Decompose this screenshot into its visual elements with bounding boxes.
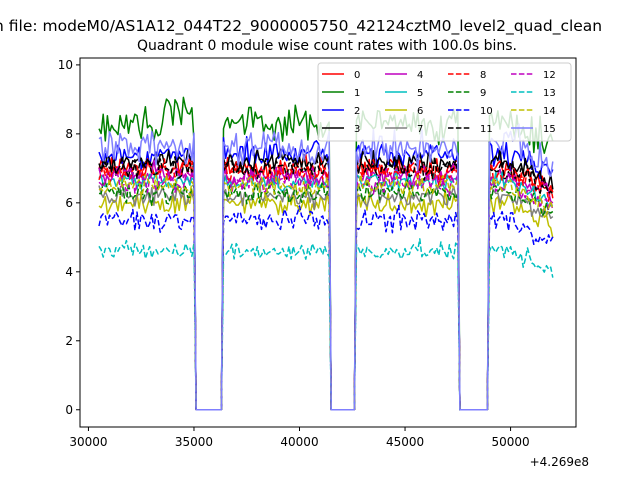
legend-label-12: 12 bbox=[543, 70, 556, 81]
series-line-14 bbox=[98, 174, 554, 411]
x-axis-ticks: 30000 35000 40000 45000 50000 bbox=[69, 427, 530, 449]
legend-label-15: 15 bbox=[543, 124, 556, 135]
plot-frame bbox=[79, 57, 577, 428]
y-tick-label: 2 bbox=[65, 334, 73, 348]
legend-label-10: 10 bbox=[480, 106, 493, 117]
legend-label-8: 8 bbox=[480, 70, 486, 81]
y-tick-label: 10 bbox=[58, 58, 73, 72]
legend-label-1: 1 bbox=[354, 88, 360, 99]
x-tick-label: 30000 bbox=[69, 435, 107, 449]
chart-title: Quadrant 0 module wise count rates with … bbox=[137, 38, 517, 54]
y-tick-label: 8 bbox=[65, 127, 73, 141]
legend-label-3: 3 bbox=[354, 124, 360, 135]
figure-suptitle: n file: modeM0/AS1A12_044T22_9000005750_… bbox=[0, 17, 602, 36]
legend-label-7: 7 bbox=[417, 124, 423, 135]
y-tick-label: 4 bbox=[65, 265, 73, 279]
legend-box bbox=[317, 62, 572, 142]
legend-label-11: 11 bbox=[480, 124, 493, 135]
series-line-15 bbox=[98, 123, 554, 411]
legend-label-2: 2 bbox=[354, 106, 360, 117]
legend-label-6: 6 bbox=[417, 106, 423, 117]
legend-label-5: 5 bbox=[417, 88, 423, 99]
series-line-13 bbox=[98, 238, 554, 411]
x-tick-label: 35000 bbox=[175, 435, 213, 449]
y-axis-ticks: 0 2 4 6 8 10 bbox=[58, 58, 80, 417]
y-tick-label: 0 bbox=[65, 403, 73, 417]
legend-label-4: 4 bbox=[417, 70, 423, 81]
x-tick-label: 45000 bbox=[386, 435, 424, 449]
x-tick-label: 40000 bbox=[280, 435, 318, 449]
x-tick-label: 50000 bbox=[491, 435, 529, 449]
legend-label-13: 13 bbox=[543, 88, 556, 99]
legend-label-14: 14 bbox=[543, 106, 556, 117]
y-tick-label: 6 bbox=[65, 196, 73, 210]
legend-label-9: 9 bbox=[480, 88, 486, 99]
legend-label-0: 0 bbox=[354, 70, 360, 81]
series-layer bbox=[98, 96, 554, 411]
x-offset-label: +4.269e8 bbox=[530, 455, 589, 469]
